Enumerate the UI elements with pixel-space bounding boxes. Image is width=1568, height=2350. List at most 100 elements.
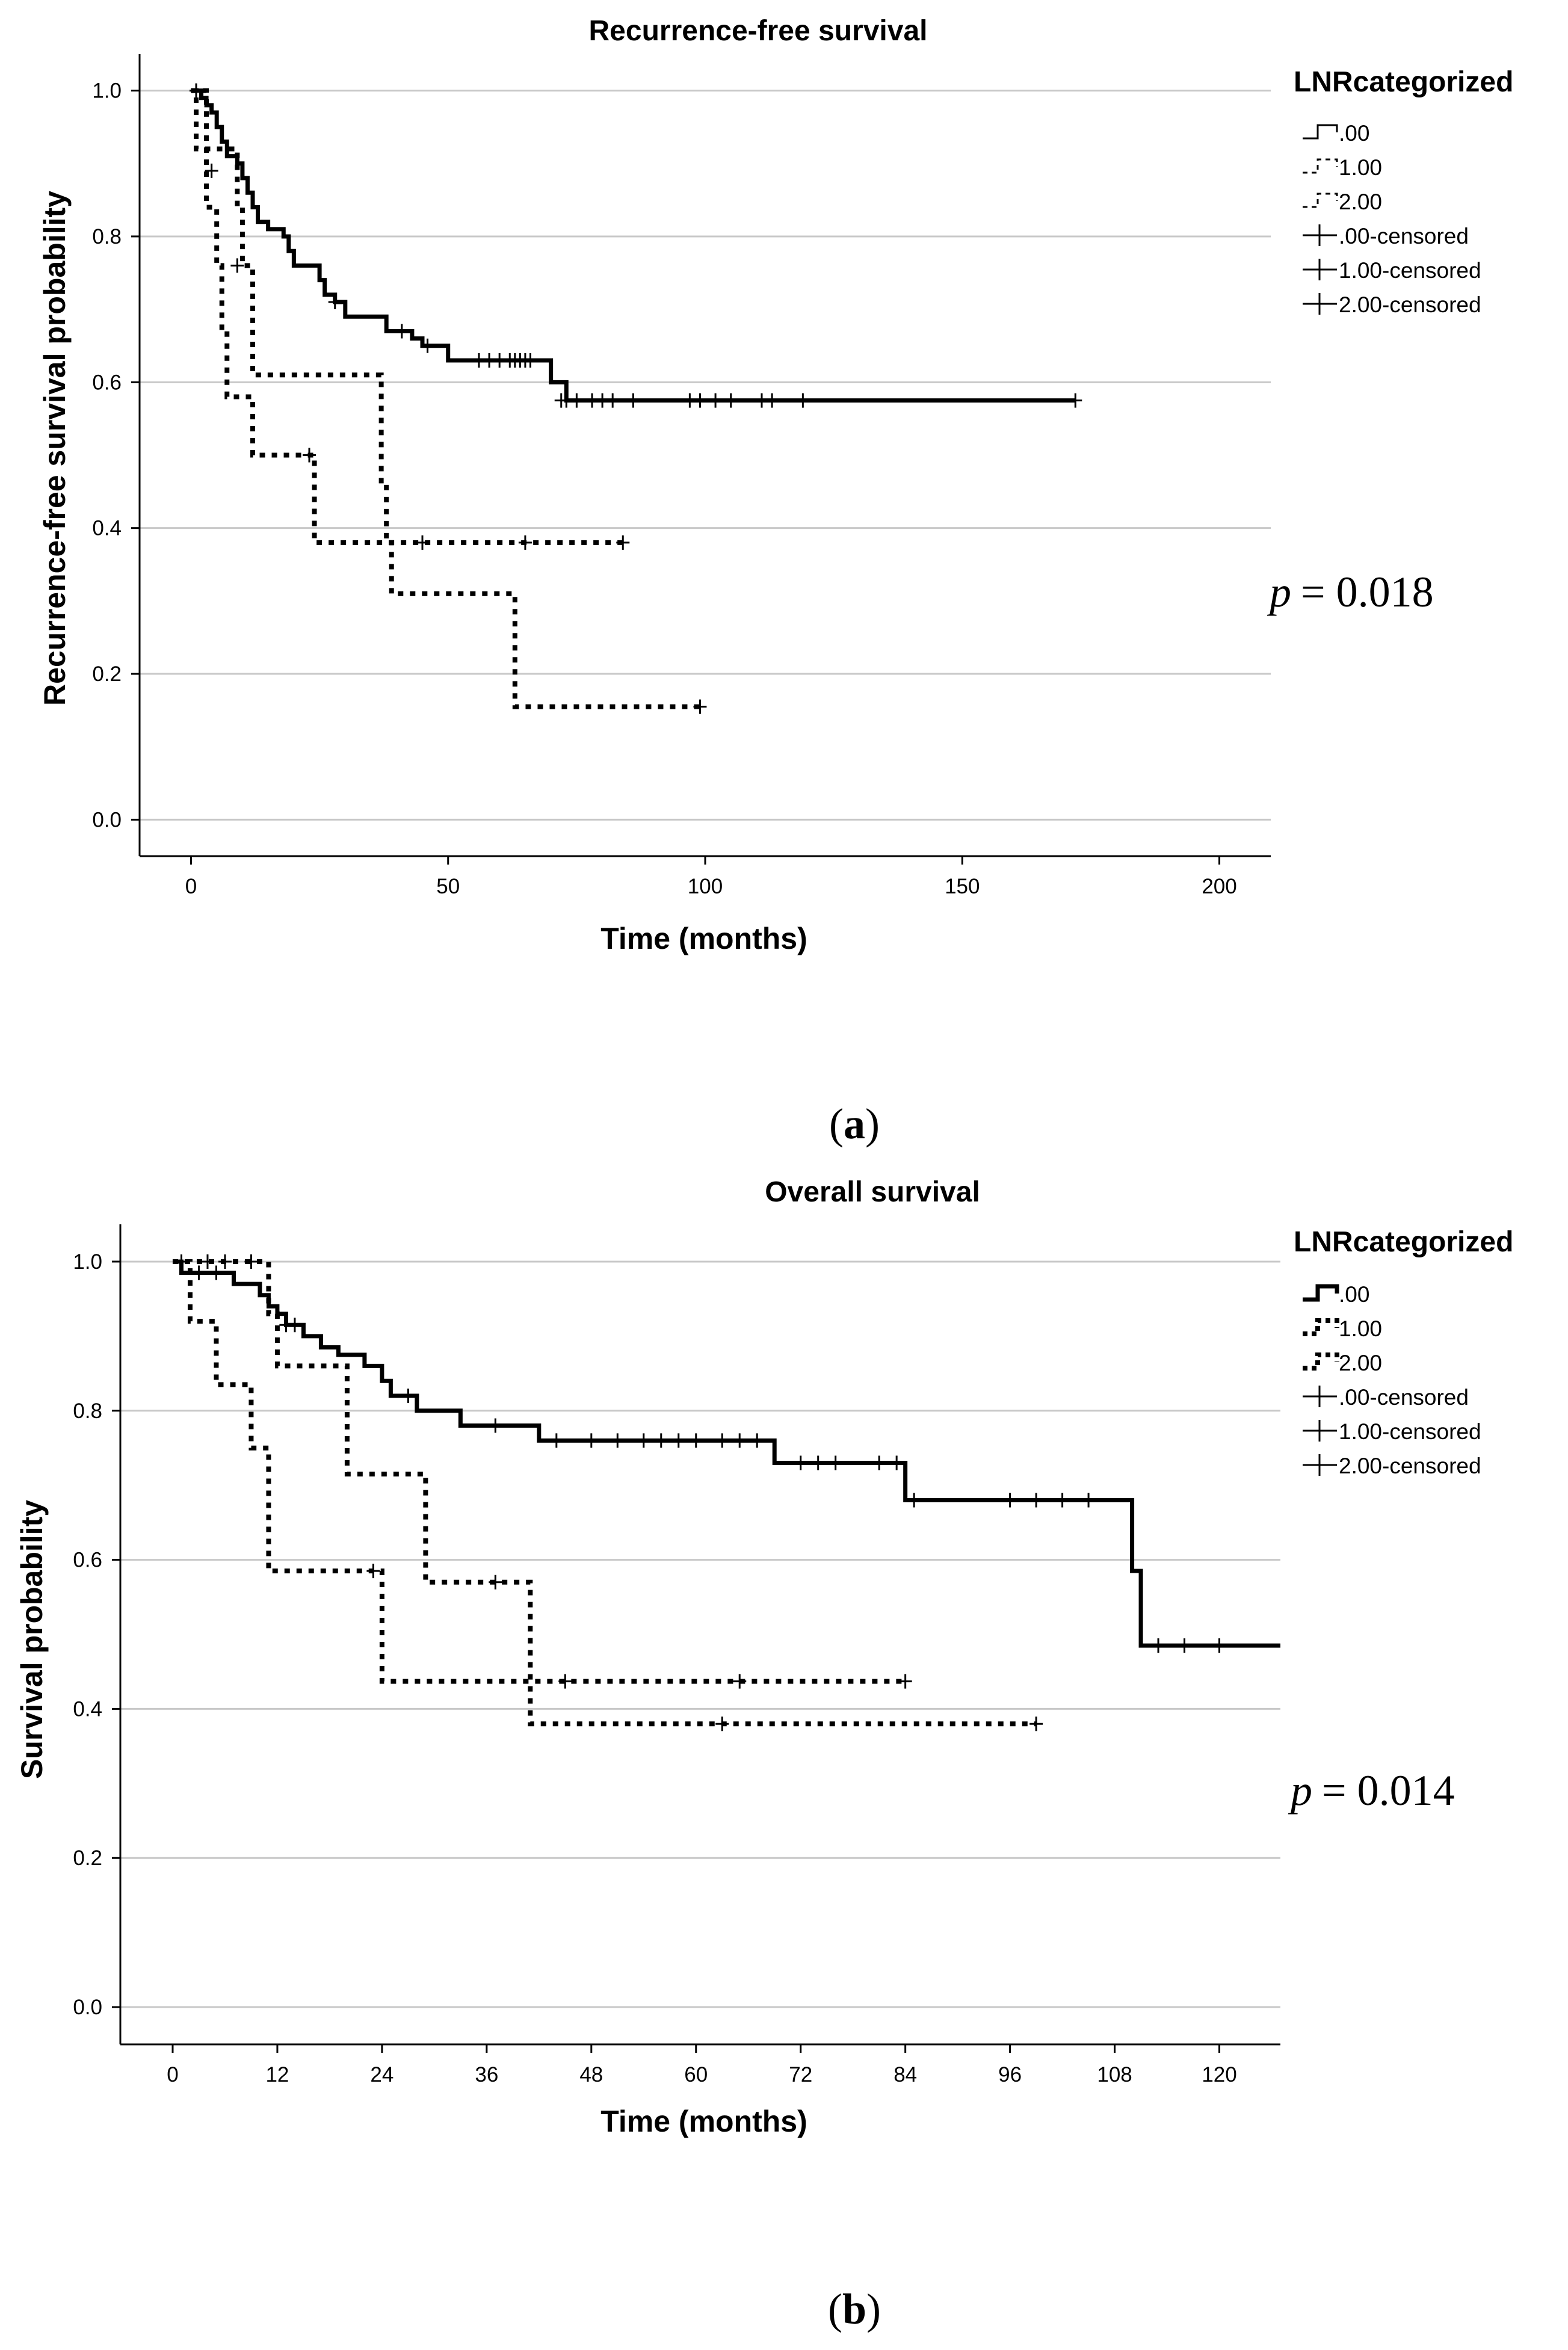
x-tick-label: 0: [185, 875, 197, 898]
x-tick-label: 72: [789, 2063, 812, 2086]
censor-mark: [1178, 1638, 1191, 1653]
x-tick-label: 96: [998, 2063, 1022, 2086]
x-tick-label: 12: [265, 2063, 289, 2086]
y-tick-label: 0.0: [92, 808, 122, 831]
p-value-symbol: p: [1288, 1766, 1312, 1815]
caption-letter: b: [842, 2285, 866, 2333]
km-curve-2p00: [172, 1259, 906, 1684]
legend-item: .00-censored: [1303, 1385, 1469, 1410]
censor-mark: [715, 1716, 729, 1732]
legend-item: 1.00: [1303, 155, 1382, 180]
censor-mark: [523, 353, 537, 368]
legend-label: 1.00-censored: [1339, 1419, 1481, 1444]
censor-mark: [401, 1388, 415, 1403]
censor-mark: [907, 1493, 921, 1508]
x-tick-label: 24: [370, 2063, 394, 2086]
censor-mark: [765, 393, 779, 408]
censor-mark: [416, 535, 429, 550]
legend-item: .00: [1303, 121, 1369, 146]
p-value-text: = 0.014: [1322, 1766, 1455, 1815]
legend-censor-symbol: [1303, 224, 1337, 246]
grid: [140, 90, 1271, 821]
censor-mark: [209, 1265, 223, 1280]
legend-item: 2.00: [1303, 1351, 1382, 1375]
x-tick-label: 36: [475, 2063, 498, 2086]
censor-mark: [796, 393, 810, 408]
legend-label: 2.00-censored: [1339, 292, 1481, 317]
censor-mark: [421, 338, 434, 353]
censor-mark: [1003, 1493, 1017, 1508]
x-tick-label: 108: [1097, 2063, 1132, 2086]
legend: LNRcategorized .00 1.00 2.00 .00-censored 1.…: [1294, 66, 1513, 317]
legend-censor-symbol: [1303, 1420, 1337, 1442]
legend-swatch: [1303, 1284, 1339, 1302]
plot-area: [172, 1254, 1280, 1732]
censor-mark: [1055, 1493, 1069, 1508]
censor-mark: [244, 1254, 258, 1269]
legend-swatch: [1303, 158, 1338, 174]
censor-mark: [898, 1674, 912, 1689]
x-tick-label: 0: [167, 2063, 178, 2086]
x-tick-label: 200: [1202, 875, 1236, 898]
x-tick-label: 100: [688, 875, 723, 898]
x-tick-label: 150: [945, 875, 980, 898]
x-ticks: 0 50 100 150 200: [185, 856, 1237, 898]
censor-mark: [192, 1265, 206, 1280]
censor-mark: [549, 1433, 563, 1448]
censor-mark: [709, 393, 723, 408]
censor-mark: [288, 1318, 301, 1333]
km-curve-1p00: [191, 88, 623, 545]
legend-label: 2.00: [1339, 1351, 1382, 1375]
censor-mark: [654, 1433, 668, 1448]
y-tick-label: 1.0: [73, 1250, 102, 1274]
censor-mark: [200, 1254, 214, 1269]
y-tick-label: 0.8: [92, 225, 122, 248]
y-tick-label: 1.0: [92, 79, 122, 103]
legend-label: .00-censored: [1339, 1385, 1469, 1410]
caption-letter: a: [844, 1100, 865, 1148]
x-tick-label: 60: [684, 2063, 708, 2086]
censor-mark: [890, 1455, 904, 1470]
panel-b: Overall survival 0 12 24 36 48 60 72 84 96 108 120…: [0, 1173, 1568, 2350]
legend-swatch: [1303, 1352, 1339, 1371]
y-tick-label: 0.8: [73, 1399, 102, 1423]
censor-mark: [1152, 1638, 1165, 1653]
censor-mark: [558, 1674, 572, 1689]
censor-mark: [303, 448, 316, 463]
censor-mark: [1069, 393, 1082, 408]
legend-item: 2.00-censored: [1303, 292, 1481, 317]
y-axis-label: Survival probability: [15, 1500, 49, 1779]
legend-censor-symbol: [1303, 1454, 1337, 1476]
y-tick-label: 0.6: [92, 371, 122, 394]
censor-mark: [570, 393, 584, 408]
censor-mark: [366, 1564, 380, 1579]
y-tick-label: 0.2: [92, 662, 122, 686]
p-value-text: = 0.018: [1301, 568, 1434, 616]
censor-mark: [693, 699, 707, 714]
legend-item: 1.00: [1303, 1316, 1382, 1341]
censor-mark: [671, 1433, 685, 1448]
legend-label: .00: [1339, 1282, 1369, 1307]
legend-item: 1.00-censored: [1303, 258, 1481, 283]
censor-mark: [829, 1455, 842, 1470]
censor-mark: [724, 393, 738, 408]
grid: [120, 1260, 1280, 2008]
censor-mark: [1082, 1493, 1096, 1508]
legend-label: 2.00: [1339, 190, 1382, 214]
censor-mark: [611, 1433, 625, 1448]
p-value: p = 0.018: [1267, 568, 1434, 616]
legend-swatch: [1303, 124, 1338, 140]
censor-mark: [489, 1574, 502, 1590]
p-value: p = 0.014: [1288, 1766, 1455, 1815]
panel-a: Recurrence-free survival 0 50 100 150 200 0.…: [0, 0, 1568, 1173]
legend-title: LNRcategorized: [1294, 66, 1513, 98]
rfs-chart: Recurrence-free survival 0 50 100 150 200 0.…: [38, 15, 1513, 1148]
legend-censor-symbol: [1303, 259, 1337, 280]
y-ticks: 0.0 0.2 0.4 0.6 0.8 1.0: [73, 1250, 120, 2019]
caption: (a): [829, 1100, 880, 1148]
censor-mark: [872, 1455, 886, 1470]
x-tick-label: 50: [436, 875, 460, 898]
censor-mark: [637, 1433, 650, 1448]
legend-item: 2.00: [1303, 190, 1382, 214]
legend: LNRcategorized .00 1.00 2.00 .00-censored 1.…: [1294, 1226, 1513, 1478]
